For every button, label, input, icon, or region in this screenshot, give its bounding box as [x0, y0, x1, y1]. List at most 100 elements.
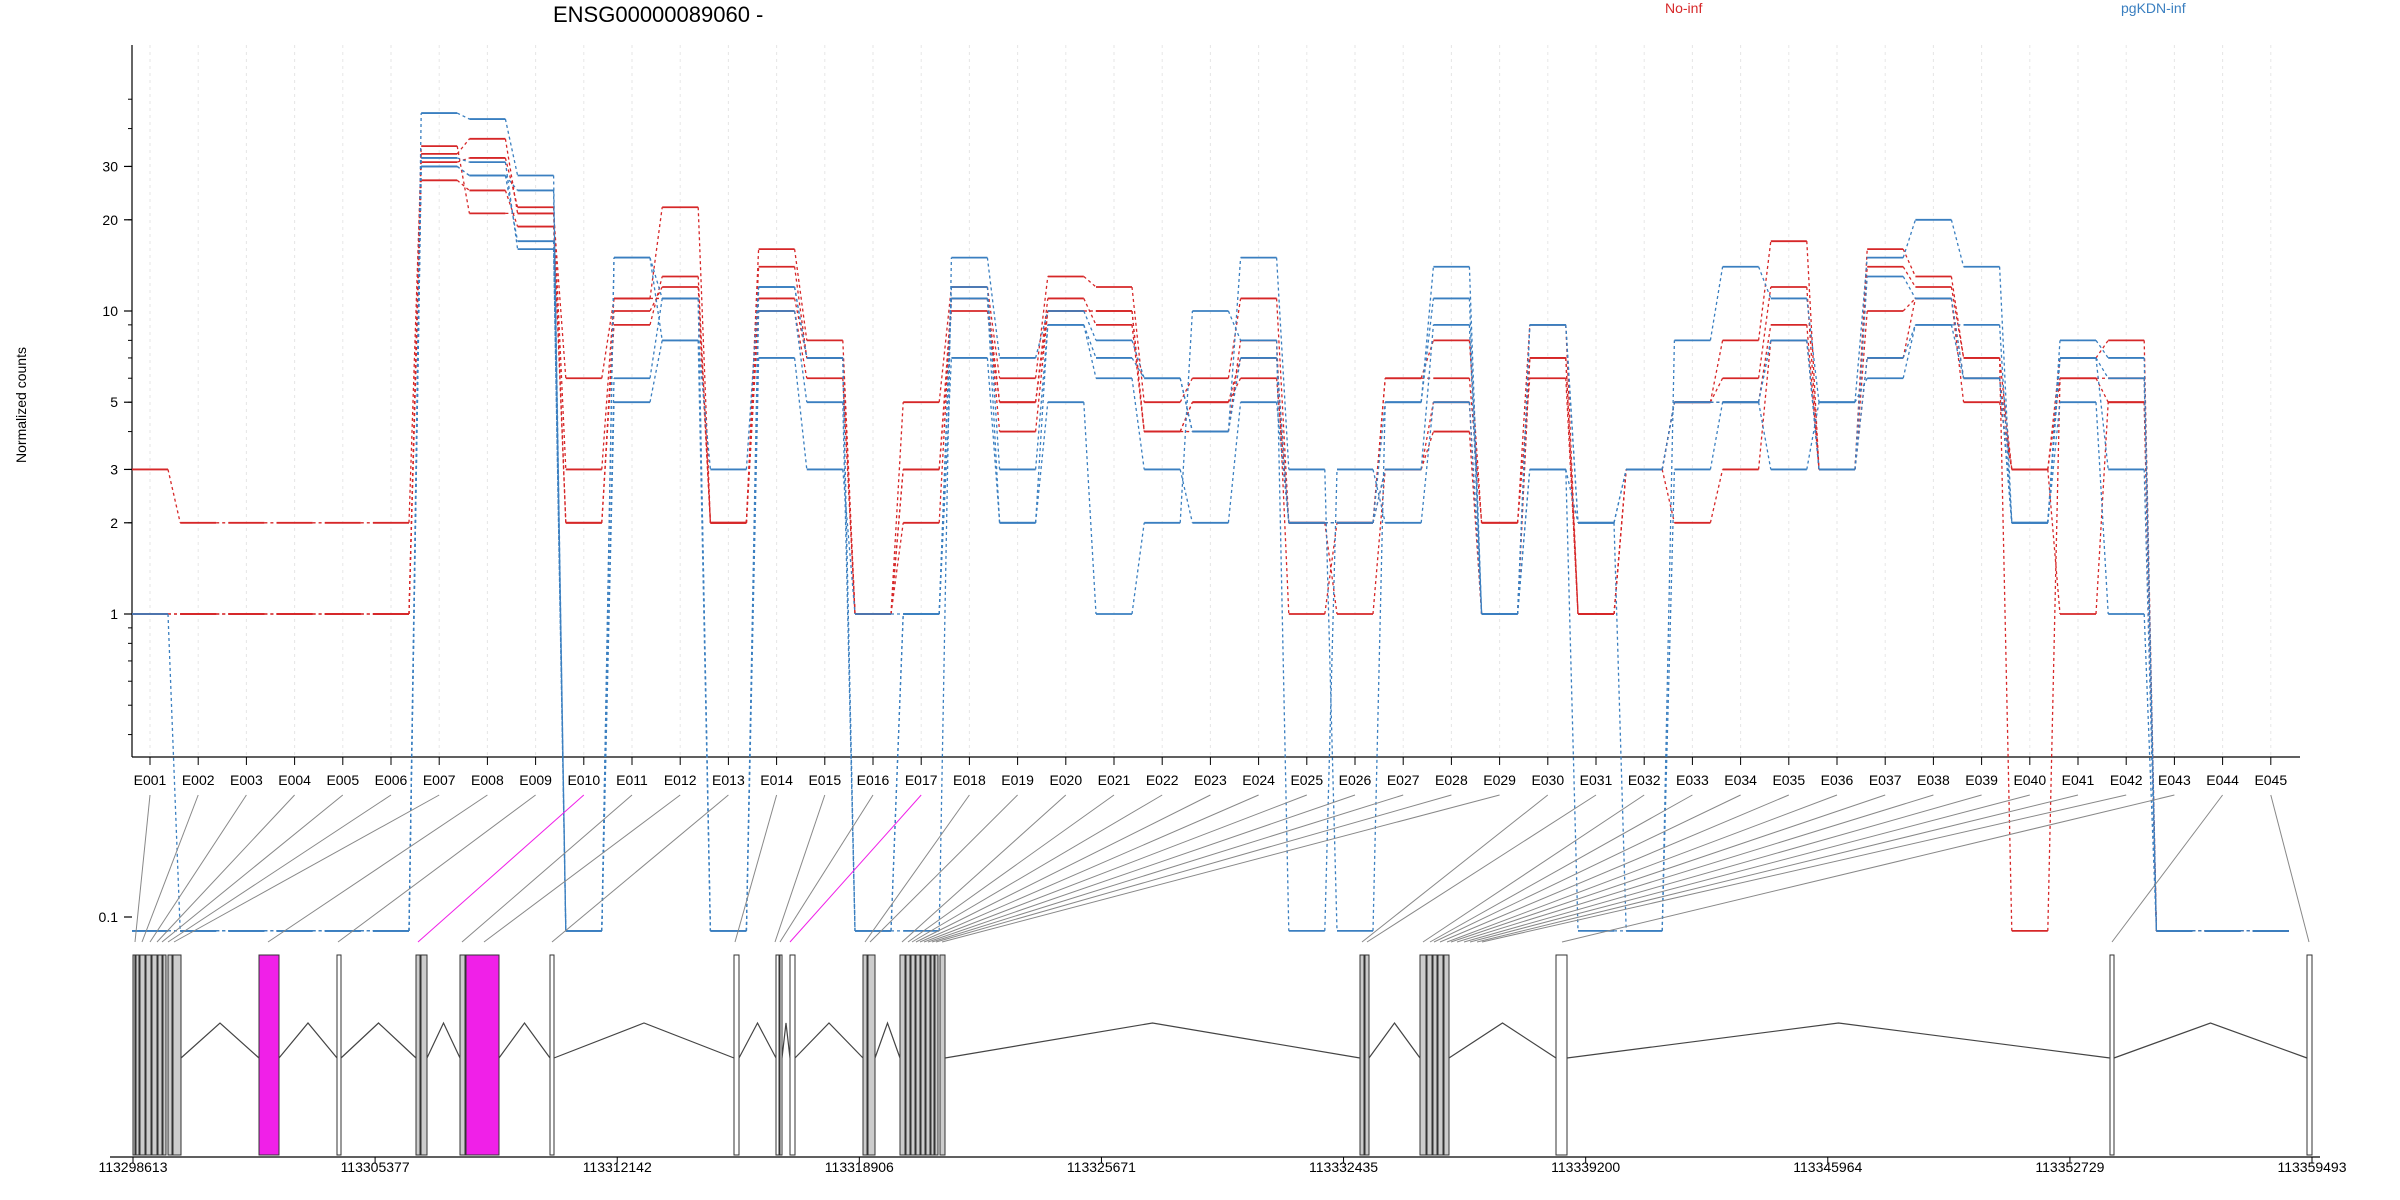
series-connector: [1227, 298, 1242, 379]
series-connector: [1227, 310, 1242, 341]
exon-connector: [931, 794, 1404, 943]
series-connector: [1661, 469, 1676, 931]
series-connector: [2047, 357, 2061, 523]
exon-connector: [1429, 794, 1693, 943]
exon-box: [549, 954, 555, 1156]
exon-box: [915, 954, 921, 1156]
series-connector: [842, 469, 856, 615]
series-connector: [1131, 357, 1145, 379]
exon-connector: [1422, 794, 1645, 943]
x-axis: E001 E002 E003 E004 E005 E006 E007 E008 E009 E010…: [132, 756, 2300, 788]
series-connector: [1083, 298, 1097, 326]
exon-connector: [864, 794, 970, 943]
exon-box: [139, 954, 146, 1156]
x-tick-label: E012: [664, 772, 697, 788]
x-tick-label: E037: [1869, 772, 1902, 788]
series-connector: [601, 257, 615, 931]
exon-connector: [789, 794, 922, 943]
series-connector: [1324, 469, 1338, 931]
exon-box: [1359, 954, 1365, 1156]
exon-box: [789, 954, 796, 1156]
series-connector: [986, 298, 1001, 523]
series-connector: [1468, 266, 1483, 615]
series-connector: [456, 146, 471, 214]
y-axis-label: Normalized counts: [13, 347, 29, 463]
exon-connector: [734, 794, 778, 943]
series-connector: [408, 166, 422, 931]
series-connector: [1083, 402, 1097, 615]
series-connector: [2095, 402, 2109, 615]
exon-connector: [141, 794, 199, 943]
series-connector: [1902, 219, 1917, 258]
exon-connector: [901, 794, 1067, 943]
intron-line: [738, 1021, 777, 1059]
series-connector: [1420, 431, 1435, 470]
series-connector: [1565, 357, 1579, 615]
series-connector: [1227, 402, 1242, 523]
series-connector: [1998, 357, 2013, 931]
x-tick-label: E041: [2062, 772, 2095, 788]
x-tick-label: E040: [2013, 772, 2046, 788]
series-connector: [552, 241, 567, 931]
series-connector: [745, 310, 760, 523]
x-tick-label: E033: [1676, 772, 1709, 788]
series-connector: [1420, 402, 1435, 470]
series-connector: [1227, 257, 1242, 432]
exon-connector: [1469, 794, 2030, 943]
genomic-coordinate-label: 113332435: [1309, 1159, 1378, 1175]
x-tick-label: E023: [1194, 772, 1227, 788]
exon-connector: [1439, 794, 1789, 943]
exon-box: [157, 954, 163, 1156]
series-connector: [1468, 324, 1483, 615]
exon-connector: [869, 794, 1018, 943]
x-tick-label: E034: [1724, 772, 1757, 788]
series-connector: [649, 257, 663, 299]
series-connector: [1709, 377, 1724, 403]
exon-box: [779, 954, 783, 1156]
exon-box: [465, 954, 500, 1156]
x-tick-label: E043: [2158, 772, 2191, 788]
series-connector: [1083, 324, 1097, 379]
series-connector: [1854, 257, 1868, 403]
series-connector: [745, 298, 760, 523]
series-connector: [745, 286, 760, 470]
x-tick-label: E015: [808, 772, 841, 788]
exon-box: [145, 954, 152, 1156]
series-connector: [601, 298, 615, 379]
series-connector: [745, 286, 760, 931]
series-connector: [649, 286, 663, 312]
exon-box: [162, 954, 167, 1156]
series-connector: [456, 165, 470, 177]
series-connector: [697, 298, 712, 931]
series-connector: [408, 146, 422, 615]
x-tick-label: E025: [1290, 772, 1323, 788]
series-connector: [1854, 276, 1868, 470]
intron-line: [1448, 1022, 1557, 1059]
series-connector: [1998, 266, 2013, 523]
series-connector: [1661, 340, 1676, 931]
series-connector: [1420, 340, 1435, 379]
exon-connector: [167, 794, 392, 943]
genomic-coordinate-label: 113312142: [583, 1159, 652, 1175]
series-connector: [1468, 298, 1483, 615]
genomic-coordinate-label: 113345964: [1793, 1159, 1862, 1175]
intron-line: [498, 1021, 551, 1059]
exon-box: [420, 954, 428, 1156]
series-connector: [1854, 377, 1868, 403]
series-connector: [1420, 298, 1435, 403]
series-connector: [1131, 522, 1145, 615]
x-tick-label: E030: [1531, 772, 1564, 788]
intron-line: [180, 1022, 260, 1059]
exon-box: [2306, 954, 2313, 1156]
exon-connector: [1361, 794, 1549, 943]
y-tick-label: 3: [110, 461, 118, 477]
series-connector: [649, 340, 663, 403]
exon-connector: [911, 794, 1163, 943]
x-tick-label: E011: [616, 772, 648, 788]
exon-connector: [923, 794, 1307, 943]
exon-connectors: [134, 794, 2310, 943]
genomic-coordinate-label: 113352729: [2035, 1159, 2104, 1175]
intron-line: [2113, 1022, 2308, 1059]
exon-box: [934, 954, 939, 1156]
series-connector: [649, 257, 663, 341]
